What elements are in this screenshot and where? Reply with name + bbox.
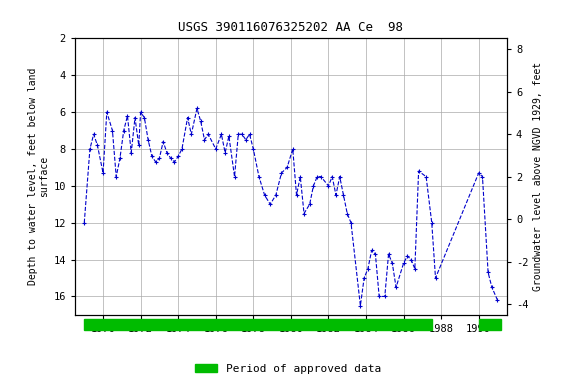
Bar [355,319,432,330]
Bar [84,319,355,330]
Y-axis label: Depth to water level, feet below land
surface: Depth to water level, feet below land su… [28,68,49,285]
Bar [479,319,501,330]
Legend: Period of approved data: Period of approved data [191,359,385,379]
Title: USGS 390116076325202 AA Ce  98: USGS 390116076325202 AA Ce 98 [179,22,403,35]
Y-axis label: Groundwater level above NGVD 1929, feet: Groundwater level above NGVD 1929, feet [533,62,543,291]
